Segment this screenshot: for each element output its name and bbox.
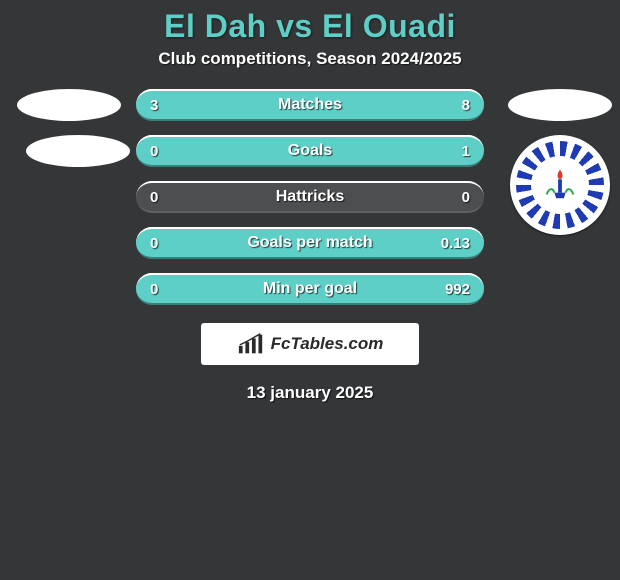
page-title: El Dah vs El Ouadi bbox=[0, 0, 620, 49]
stat-value-left: 0 bbox=[150, 143, 158, 160]
watermark-text: FcTables.com bbox=[271, 334, 384, 354]
left-logos bbox=[8, 89, 130, 167]
stat-fill-right bbox=[230, 89, 484, 121]
torch-icon bbox=[541, 166, 579, 204]
stat-label: Matches bbox=[278, 96, 342, 114]
stat-value-left: 0 bbox=[150, 189, 158, 206]
stat-label: Min per goal bbox=[263, 280, 357, 298]
stat-row-goals-per-match: 0 Goals per match 0.13 bbox=[136, 227, 484, 259]
team-b-logo-1 bbox=[508, 89, 612, 121]
watermark: FcTables.com bbox=[201, 323, 419, 365]
content-area: 3 Matches 8 0 Goals 1 0 Hattricks 0 0 Go… bbox=[0, 89, 620, 403]
subtitle: Club competitions, Season 2024/2025 bbox=[0, 49, 620, 89]
stat-label: Hattricks bbox=[276, 188, 344, 206]
stat-value-right: 0.13 bbox=[441, 235, 470, 252]
stat-label: Goals bbox=[288, 142, 332, 160]
stat-rows: 3 Matches 8 0 Goals 1 0 Hattricks 0 0 Go… bbox=[136, 89, 484, 305]
team-a-logo-2 bbox=[26, 135, 130, 167]
bar-chart-icon bbox=[237, 332, 265, 356]
team-a-logo-1 bbox=[17, 89, 121, 121]
stat-row-hattricks: 0 Hattricks 0 bbox=[136, 181, 484, 213]
stat-value-right: 8 bbox=[462, 97, 470, 114]
right-logos bbox=[508, 89, 612, 235]
stat-row-matches: 3 Matches 8 bbox=[136, 89, 484, 121]
stat-value-right: 992 bbox=[445, 281, 470, 298]
stat-value-left: 0 bbox=[150, 281, 158, 298]
stat-value-right: 1 bbox=[462, 143, 470, 160]
stat-value-right: 0 bbox=[462, 189, 470, 206]
date: 13 january 2025 bbox=[0, 383, 620, 403]
team-b-club-badge bbox=[510, 135, 610, 235]
stat-value-left: 0 bbox=[150, 235, 158, 252]
stat-value-left: 3 bbox=[150, 97, 158, 114]
stat-row-goals: 0 Goals 1 bbox=[136, 135, 484, 167]
stat-row-min-per-goal: 0 Min per goal 992 bbox=[136, 273, 484, 305]
stat-label: Goals per match bbox=[247, 234, 372, 252]
